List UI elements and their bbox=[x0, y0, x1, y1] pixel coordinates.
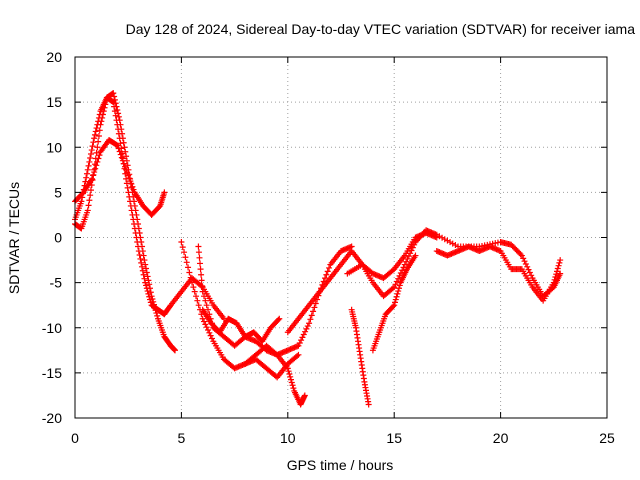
x-tick-label: 5 bbox=[178, 430, 186, 446]
y-tick-label: -5 bbox=[50, 275, 63, 291]
series-arc10 bbox=[344, 227, 564, 300]
x-tick-label: 25 bbox=[599, 430, 615, 446]
data-points bbox=[433, 243, 564, 304]
x-tick-label: 20 bbox=[493, 430, 509, 446]
marks-layer bbox=[72, 90, 564, 408]
y-tick-label: 0 bbox=[54, 230, 62, 246]
y-tick-label: 20 bbox=[46, 49, 62, 65]
series-arc11 bbox=[369, 252, 419, 354]
y-tick-label: 10 bbox=[46, 139, 62, 155]
data-points bbox=[199, 306, 283, 345]
y-tick-label: -15 bbox=[42, 365, 62, 381]
series-arc6 bbox=[199, 306, 283, 345]
data-points bbox=[369, 252, 419, 354]
data-points bbox=[242, 243, 355, 367]
x-tick-label: 15 bbox=[386, 430, 402, 446]
x-axis-label: GPS time / hours bbox=[287, 457, 394, 473]
ticks-layer: 0 5 10 15 20 25 20 15 10 5 0 -5 -10 -15 -20 bbox=[42, 49, 615, 446]
x-tick-label: 10 bbox=[280, 430, 296, 446]
y-tick-label: 5 bbox=[54, 184, 62, 200]
x-tick-label: 0 bbox=[71, 430, 79, 446]
y-axis-label: SDTVAR / TECUs bbox=[6, 182, 22, 294]
chart-title: Day 128 of 2024, Sidereal Day-to-day VTE… bbox=[126, 21, 636, 37]
y-tick-label: 15 bbox=[46, 94, 62, 110]
grid-layer bbox=[75, 57, 607, 418]
data-points bbox=[348, 306, 372, 408]
series-arc9 bbox=[348, 306, 372, 408]
series-arc12 bbox=[433, 243, 564, 304]
data-points bbox=[344, 227, 564, 300]
series-arc7 bbox=[242, 243, 355, 367]
y-tick-label: -20 bbox=[42, 410, 62, 426]
y-tick-label: -10 bbox=[42, 320, 62, 336]
